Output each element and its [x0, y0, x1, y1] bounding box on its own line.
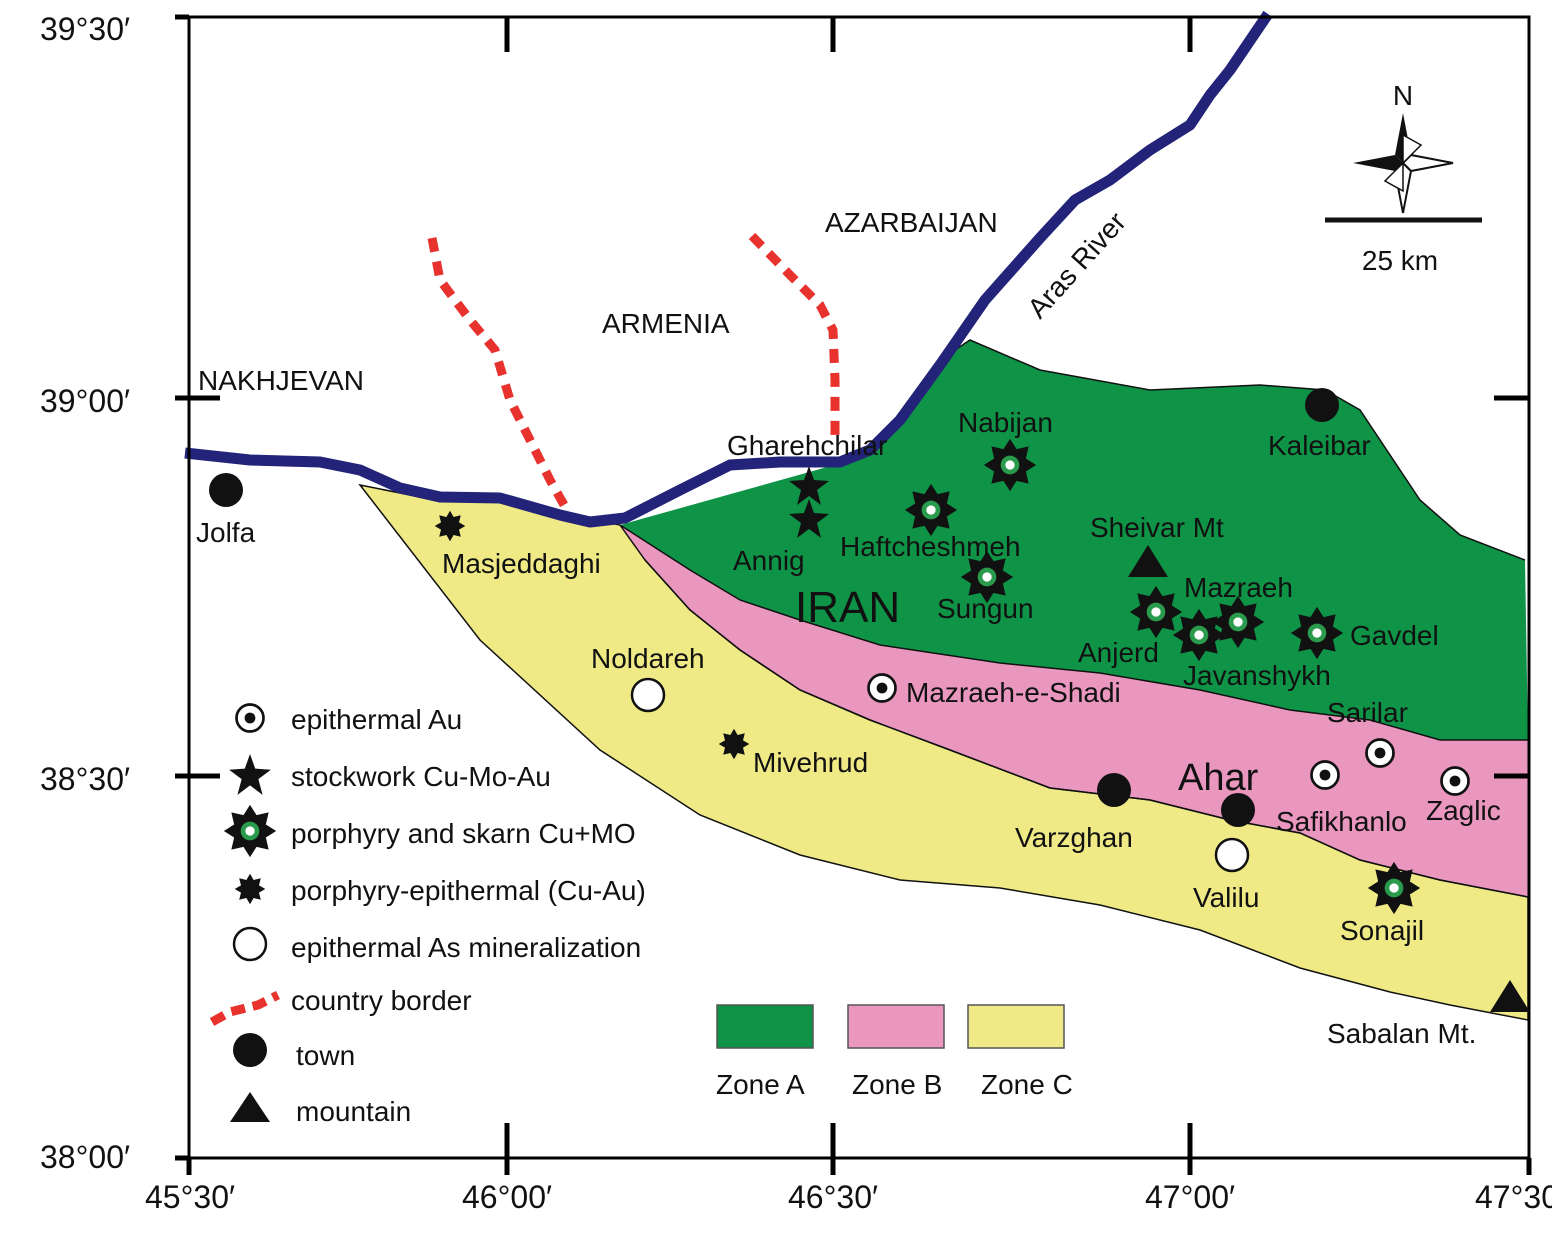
- x-axis-ticks: [175, 14, 1532, 1175]
- y-tick-label: 38°30′: [40, 761, 130, 797]
- legend-border-icon: [209, 990, 281, 1026]
- deposit-label-anjerd: Anjerd: [1078, 637, 1159, 668]
- river-label: Aras River: [1021, 206, 1131, 324]
- epithermal-au-marker-safikhanlo: [1310, 760, 1340, 790]
- region-label-iran: IRAN: [795, 583, 900, 632]
- y-tick-label: 39°30′: [40, 11, 130, 47]
- mountain-marker-sabalan: [1490, 980, 1530, 1012]
- town-marker-kaleibar: [1305, 388, 1339, 422]
- legend-label: epithermal As mineralization: [291, 932, 641, 963]
- mountain-label-sheivar: Sheivar Mt: [1090, 512, 1224, 543]
- map-legend: epithermal Au stockwork Cu-Mo-Au porphyr…: [209, 703, 646, 1127]
- epithermal-au-marker-sarilar: [1365, 738, 1395, 768]
- x-tick-label: 47°30′: [1475, 1179, 1552, 1215]
- legend-town-icon: [233, 1033, 267, 1067]
- region-label-azarbaijan: AZARBAIJAN: [825, 207, 998, 238]
- porphyry-marker-mazraeh: [1211, 595, 1265, 649]
- legend-label: porphyry and skarn Cu+MO: [291, 818, 636, 849]
- legend-porphyry-skarn-icon: [223, 804, 277, 858]
- legend-epithermal-au-icon: [235, 703, 265, 733]
- legend-label: porphyry-epithermal (Cu-Au): [291, 875, 646, 906]
- zone-legend: Zone A Zone B Zone C: [716, 1004, 1073, 1100]
- porphyry-epithermal-marker-masjeddaghi: [434, 510, 466, 542]
- deposit-label-sonajil: Sonajil: [1340, 915, 1424, 946]
- region-label-armenia: ARMENIA: [602, 308, 730, 339]
- town-label-kaleibar: Kaleibar: [1268, 430, 1371, 461]
- mountain-marker-sheivar: [1128, 545, 1168, 577]
- aras-river: [184, 10, 1273, 528]
- scale-label: 25 km: [1362, 245, 1438, 276]
- legend-stockwork-icon: [229, 754, 271, 795]
- mountain-label-sabalan: Sabalan Mt.: [1327, 1018, 1476, 1049]
- epithermal-au-marker-zaglic: [1440, 766, 1470, 796]
- porphyry-epithermal-marker-mivehrud: [718, 728, 750, 760]
- deposit-label-sungun: Sungun: [937, 593, 1034, 624]
- zone-a-area: [620, 340, 1528, 740]
- porphyry-marker-sonajil: [1367, 861, 1421, 915]
- zone-c-label: Zone C: [981, 1069, 1073, 1100]
- north-label: N: [1393, 80, 1413, 111]
- epithermal-as-marker-valilu: [1214, 837, 1250, 873]
- town-label-ahar: Ahar: [1178, 757, 1259, 799]
- porphyry-marker-javanshykh: [1172, 608, 1226, 662]
- legend-epithermal-as-icon: [232, 926, 268, 962]
- town-label-varzghan: Varzghan: [1015, 822, 1133, 853]
- deposit-label-valilu: Valilu: [1193, 882, 1259, 913]
- deposit-label-gharehchilar: Gharehchilar: [727, 430, 887, 461]
- deposit-label-gavdel: Gavdel: [1350, 620, 1439, 651]
- legend-porphyry-epithermal-icon: [234, 873, 266, 905]
- zone-b-label: Zone B: [852, 1069, 942, 1100]
- legend-label: country border: [291, 985, 472, 1016]
- region-label-nakhjevan: NAKHJEVAN: [198, 365, 364, 396]
- deposit-label-mazraeh: Mazraeh: [1184, 572, 1293, 603]
- zone-a-label: Zone A: [716, 1069, 805, 1100]
- x-tick-label: 47°00′: [1145, 1179, 1235, 1215]
- zone-b-area: [620, 525, 1528, 897]
- deposit-label-mazraeh-e-shadi: Mazraeh-e-Shadi: [906, 677, 1121, 708]
- legend-label: mountain: [296, 1096, 411, 1127]
- porphyry-marker-anjerd: [1129, 585, 1183, 639]
- deposit-label-annig: Annig: [733, 545, 805, 576]
- y-tick-label: 38°00′: [40, 1139, 130, 1175]
- epithermal-as-marker-noldareh: [630, 677, 666, 713]
- map-frame: [187, 15, 1531, 1160]
- deposit-label-haftcheshmeh: Haftcheshmeh: [840, 531, 1021, 562]
- x-tick-label: 45°30′: [145, 1179, 235, 1215]
- deposit-label-zaglic: Zaglic: [1426, 795, 1501, 826]
- town-marker-ahar: [1221, 793, 1255, 827]
- legend-mountain-icon: [230, 1092, 270, 1122]
- country-border-west: [427, 237, 572, 515]
- town-label-jolfa: Jolfa: [196, 517, 256, 548]
- deposit-label-noldareh: Noldareh: [591, 643, 705, 674]
- deposit-label-masjeddaghi: Masjeddaghi: [442, 548, 601, 579]
- country-border-east: [748, 232, 840, 440]
- deposit-label-mivehrud: Mivehrud: [753, 747, 868, 778]
- zone-b-swatch: [847, 1004, 945, 1049]
- deposit-label-safikhanlo: Safikhanlo: [1276, 806, 1407, 837]
- y-tick-label: 39°00′: [40, 383, 130, 419]
- x-tick-label: 46°00′: [462, 1179, 552, 1215]
- x-tick-label: 46°30′: [788, 1179, 878, 1215]
- zone-a-swatch: [716, 1004, 814, 1049]
- epithermal-au-marker-mazraeh-e-shadi: [867, 673, 897, 703]
- legend-label: epithermal Au: [291, 704, 462, 735]
- legend-label: stockwork Cu-Mo-Au: [291, 761, 551, 792]
- north-arrow-icon: [1353, 113, 1454, 214]
- deposit-label-nabijan: Nabijan: [958, 407, 1053, 438]
- town-marker-varzghan: [1097, 773, 1131, 807]
- town-marker-jolfa: [209, 473, 243, 507]
- legend-label: town: [296, 1040, 355, 1071]
- deposit-label-sarilar: Sarilar: [1327, 697, 1408, 728]
- zone-c-swatch: [967, 1004, 1065, 1049]
- porphyry-marker-haftcheshmeh: [904, 483, 958, 537]
- porphyry-marker-nabijan: [983, 438, 1037, 492]
- porphyry-marker-gavdel: [1290, 606, 1344, 660]
- deposit-label-javanshykh: Javanshykh: [1183, 660, 1331, 691]
